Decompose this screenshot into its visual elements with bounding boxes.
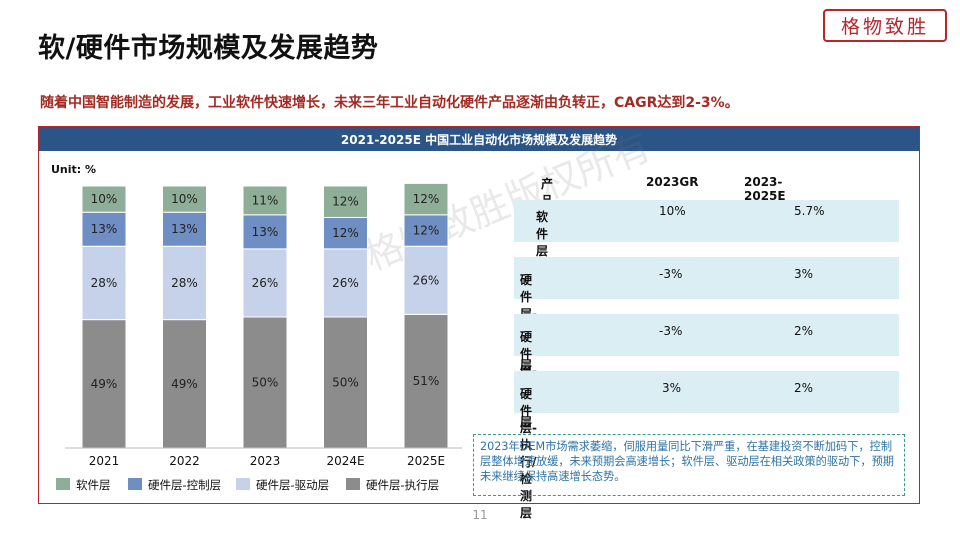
bar-segment (81, 211, 127, 247)
data-label: 26% (332, 276, 359, 290)
x-tick-label: 2024E (326, 454, 364, 468)
table-header: 2023GR (646, 175, 699, 189)
bar-segment (403, 214, 449, 247)
bar-segment (162, 185, 207, 213)
bar-segment (242, 214, 288, 250)
bar-segment (323, 316, 368, 449)
legend-swatch (346, 478, 360, 490)
page-subtitle: 随着中国智能制造的发展，工业软件快速增长，未来三年工业自动化硬件产品逐渐由负转正… (40, 95, 739, 111)
brand-logo: 格物致胜 (823, 9, 947, 42)
data-label: 49% (171, 377, 198, 391)
data-label: 10% (91, 192, 118, 206)
data-label: 28% (171, 276, 198, 290)
bar-segment (162, 245, 207, 321)
bar-segment (242, 248, 288, 318)
analysis-note: 2023年OEM市场需求萎缩，伺服用量同比下滑严重，在基建投资不断加码下，控制层… (473, 434, 905, 496)
data-label: 49% (91, 377, 118, 391)
data-label: 10% (171, 192, 198, 206)
bar-segment (81, 319, 127, 449)
legend-swatch (56, 478, 70, 490)
table-row (514, 371, 899, 413)
legend-label: 硬件层-执行层 (366, 478, 439, 492)
bar-segment (403, 245, 449, 315)
bar-segment (323, 248, 368, 318)
legend-label: 硬件层-驱动层 (256, 478, 329, 492)
data-label: 12% (413, 192, 440, 206)
unit-label: Unit: % (51, 163, 96, 176)
data-label: 13% (171, 222, 198, 236)
data-label: 13% (91, 222, 118, 236)
gr-cell: -3% (659, 267, 683, 281)
bar-segment (242, 316, 288, 449)
bar-segment (323, 216, 368, 250)
bar-segment (81, 245, 127, 321)
cagr-cell: 2% (794, 381, 814, 395)
legend-label: 硬件层-控制层 (148, 478, 221, 492)
gr-cell: 3% (662, 381, 682, 395)
bar-segment (403, 313, 449, 449)
bar-segment (403, 182, 449, 216)
product-cell: 软件层 (536, 210, 549, 258)
data-label: 12% (332, 226, 359, 240)
data-label: 28% (91, 276, 118, 290)
gr-cell: -3% (659, 324, 683, 338)
data-label: 11% (252, 193, 279, 207)
data-label: 26% (252, 276, 279, 290)
data-label: 12% (332, 195, 359, 209)
cagr-cell: 5.7% (794, 204, 825, 218)
bar-segment (162, 319, 207, 449)
data-label: 51% (413, 374, 440, 388)
table-row (514, 257, 899, 299)
bar-segment (323, 185, 368, 218)
data-label: 12% (413, 224, 440, 238)
panel-title: 2021-2025E 中国工业自动化市场规模及发展趋势 (39, 127, 919, 151)
bar-segment (162, 211, 207, 247)
product-cell: 硬件层-执行/检测层 (520, 387, 537, 520)
data-label: 13% (252, 225, 279, 239)
x-tick-label: 2025E (407, 454, 445, 468)
cagr-cell: 2% (794, 324, 814, 338)
chart-panel: 2021-2025E 中国工业自动化市场规模及发展趋势 (38, 126, 920, 504)
data-label: 26% (413, 273, 440, 287)
page-title: 软/硬件市场规模及发展趋势 (38, 33, 379, 64)
data-label: 50% (332, 376, 359, 390)
cagr-cell: 3% (794, 267, 814, 281)
data-label: 50% (252, 376, 279, 390)
x-tick-label: 2021 (89, 454, 120, 468)
x-tick-label: 2022 (169, 454, 200, 468)
page-number: 11 (472, 508, 488, 522)
x-tick-label: 2023 (250, 454, 281, 468)
legend-label: 软件层 (76, 478, 111, 492)
gr-cell: 10% (659, 204, 686, 218)
legend-swatch (128, 478, 142, 490)
legend-swatch (236, 478, 250, 490)
table-row (514, 200, 899, 242)
table-row (514, 314, 899, 356)
bar-segment (242, 185, 288, 216)
bar-segment (81, 185, 127, 213)
